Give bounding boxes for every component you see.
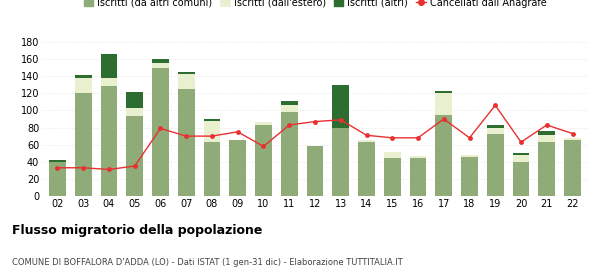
Bar: [178, 72, 194, 74]
Bar: [203, 142, 220, 196]
Bar: [436, 93, 452, 115]
Bar: [512, 162, 529, 196]
Bar: [203, 121, 220, 142]
Bar: [461, 155, 478, 157]
Bar: [101, 54, 118, 78]
Bar: [487, 125, 503, 128]
Bar: [255, 122, 272, 125]
Text: COMUNE DI BOFFALORA D'ADDA (LO) - Dati ISTAT (1 gen-31 dic) - Elaborazione TUTTI: COMUNE DI BOFFALORA D'ADDA (LO) - Dati I…: [12, 258, 403, 267]
Bar: [255, 125, 272, 196]
Bar: [538, 142, 555, 196]
Bar: [487, 134, 503, 196]
Bar: [358, 142, 375, 196]
Bar: [127, 116, 143, 196]
Bar: [178, 74, 194, 89]
Bar: [436, 91, 452, 93]
Bar: [75, 93, 92, 196]
Bar: [281, 112, 298, 196]
Text: Flusso migratorio della popolazione: Flusso migratorio della popolazione: [12, 224, 262, 237]
Bar: [564, 138, 581, 140]
Legend: Iscritti (da altri comuni), Iscritti (dall'estero), Iscritti (altri), Cancellati: Iscritti (da altri comuni), Iscritti (da…: [84, 0, 546, 8]
Bar: [564, 140, 581, 196]
Bar: [538, 135, 555, 142]
Bar: [127, 108, 143, 116]
Bar: [152, 63, 169, 68]
Bar: [332, 85, 349, 128]
Bar: [101, 87, 118, 196]
Bar: [152, 59, 169, 63]
Bar: [487, 128, 503, 134]
Bar: [358, 140, 375, 142]
Bar: [75, 75, 92, 78]
Bar: [384, 152, 401, 158]
Bar: [281, 101, 298, 105]
Bar: [512, 155, 529, 162]
Bar: [281, 105, 298, 112]
Bar: [49, 160, 66, 162]
Bar: [384, 158, 401, 196]
Bar: [410, 156, 427, 157]
Bar: [410, 157, 427, 196]
Bar: [127, 92, 143, 108]
Bar: [461, 157, 478, 196]
Bar: [229, 140, 246, 196]
Bar: [512, 153, 529, 155]
Bar: [307, 146, 323, 196]
Bar: [75, 78, 92, 93]
Bar: [332, 128, 349, 196]
Bar: [436, 115, 452, 196]
Bar: [101, 78, 118, 87]
Bar: [178, 89, 194, 196]
Bar: [49, 162, 66, 196]
Bar: [152, 68, 169, 196]
Bar: [538, 131, 555, 135]
Bar: [203, 119, 220, 121]
